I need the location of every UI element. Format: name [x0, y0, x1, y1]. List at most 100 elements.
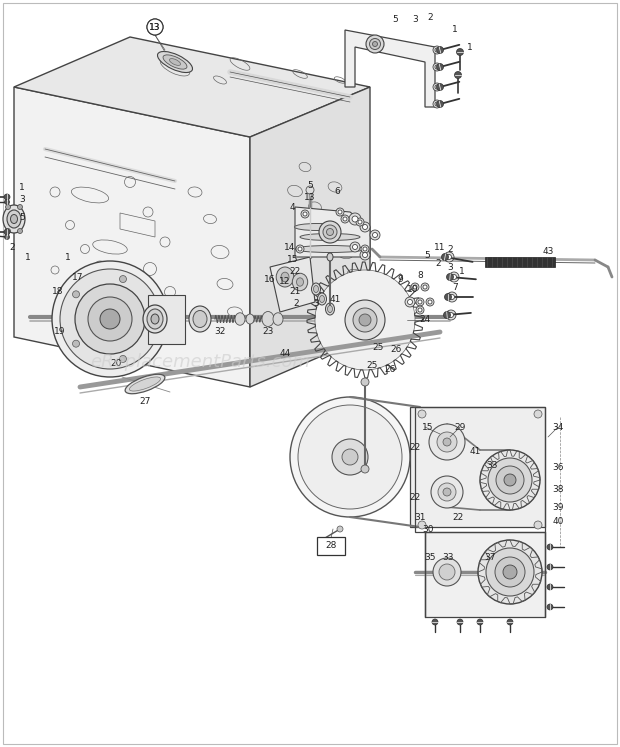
Text: 2: 2 — [427, 13, 433, 22]
Text: 22: 22 — [409, 492, 420, 501]
Circle shape — [120, 356, 126, 362]
Circle shape — [444, 252, 454, 262]
Text: 15: 15 — [422, 423, 434, 432]
Polygon shape — [295, 207, 370, 257]
Circle shape — [547, 564, 553, 570]
Polygon shape — [14, 37, 370, 137]
Circle shape — [4, 235, 9, 240]
Text: 41: 41 — [329, 296, 340, 305]
Circle shape — [337, 526, 343, 532]
Circle shape — [443, 311, 451, 318]
Circle shape — [361, 465, 369, 473]
Ellipse shape — [373, 42, 378, 46]
Circle shape — [432, 619, 438, 625]
Text: 25: 25 — [373, 343, 384, 352]
Circle shape — [441, 253, 448, 261]
Circle shape — [418, 300, 422, 304]
Text: 18: 18 — [52, 288, 64, 297]
Circle shape — [361, 378, 369, 386]
Circle shape — [360, 222, 370, 232]
Circle shape — [363, 252, 368, 258]
Circle shape — [423, 285, 427, 289]
Circle shape — [298, 405, 402, 509]
Ellipse shape — [143, 305, 167, 333]
Circle shape — [147, 19, 163, 35]
Ellipse shape — [3, 205, 25, 233]
Text: 11: 11 — [434, 243, 446, 252]
Ellipse shape — [327, 253, 333, 261]
Circle shape — [429, 424, 465, 460]
Circle shape — [446, 273, 453, 281]
Circle shape — [433, 46, 441, 54]
Text: 15: 15 — [287, 255, 299, 264]
Ellipse shape — [327, 306, 332, 312]
Bar — [485, 257, 555, 267]
Ellipse shape — [323, 225, 337, 239]
Ellipse shape — [314, 285, 319, 293]
Circle shape — [443, 438, 451, 446]
Circle shape — [356, 218, 364, 226]
Text: 29: 29 — [454, 423, 466, 432]
Ellipse shape — [296, 278, 304, 286]
Ellipse shape — [147, 309, 163, 329]
Ellipse shape — [11, 214, 17, 223]
Circle shape — [290, 397, 410, 517]
Text: 19: 19 — [55, 327, 66, 336]
Circle shape — [443, 488, 451, 496]
Circle shape — [4, 229, 10, 235]
Circle shape — [100, 309, 120, 329]
Circle shape — [363, 225, 368, 229]
Text: 1: 1 — [25, 252, 31, 261]
Text: 10: 10 — [407, 285, 419, 294]
Circle shape — [358, 220, 362, 224]
Text: 13: 13 — [149, 22, 161, 31]
Circle shape — [534, 521, 542, 529]
Ellipse shape — [317, 293, 327, 305]
Circle shape — [405, 297, 415, 307]
Circle shape — [147, 19, 163, 35]
Text: eReplacementParts.com: eReplacementParts.com — [90, 353, 310, 371]
Circle shape — [341, 215, 349, 223]
Text: 3: 3 — [447, 262, 453, 271]
Circle shape — [478, 540, 542, 604]
Polygon shape — [250, 87, 370, 387]
Circle shape — [6, 229, 11, 234]
Circle shape — [436, 63, 443, 70]
Circle shape — [477, 619, 483, 625]
Circle shape — [436, 84, 443, 90]
Ellipse shape — [294, 223, 340, 231]
Circle shape — [352, 216, 358, 222]
Circle shape — [480, 450, 540, 510]
Circle shape — [418, 521, 426, 529]
Text: 3: 3 — [412, 14, 418, 23]
Text: 44: 44 — [280, 350, 291, 359]
Text: 32: 32 — [215, 327, 226, 336]
Text: 13: 13 — [304, 193, 316, 202]
Circle shape — [507, 619, 513, 625]
Text: 9: 9 — [397, 274, 403, 284]
Circle shape — [73, 291, 79, 298]
Circle shape — [353, 308, 377, 332]
Text: 34: 34 — [552, 423, 564, 432]
Text: 27: 27 — [140, 397, 151, 406]
Circle shape — [149, 315, 156, 323]
Circle shape — [296, 245, 304, 253]
Circle shape — [6, 205, 11, 209]
FancyBboxPatch shape — [317, 537, 345, 555]
Text: 6: 6 — [334, 187, 340, 196]
Text: 28: 28 — [326, 542, 337, 551]
Circle shape — [447, 292, 457, 302]
Ellipse shape — [130, 377, 161, 391]
Circle shape — [433, 100, 441, 108]
Circle shape — [547, 544, 553, 550]
Circle shape — [315, 270, 415, 370]
Text: 2: 2 — [9, 243, 15, 252]
Ellipse shape — [125, 374, 165, 394]
Ellipse shape — [327, 229, 334, 235]
Circle shape — [433, 83, 441, 91]
Circle shape — [421, 283, 429, 291]
Circle shape — [436, 101, 443, 108]
Ellipse shape — [292, 273, 308, 291]
Circle shape — [433, 558, 461, 586]
Text: 2: 2 — [447, 244, 453, 253]
